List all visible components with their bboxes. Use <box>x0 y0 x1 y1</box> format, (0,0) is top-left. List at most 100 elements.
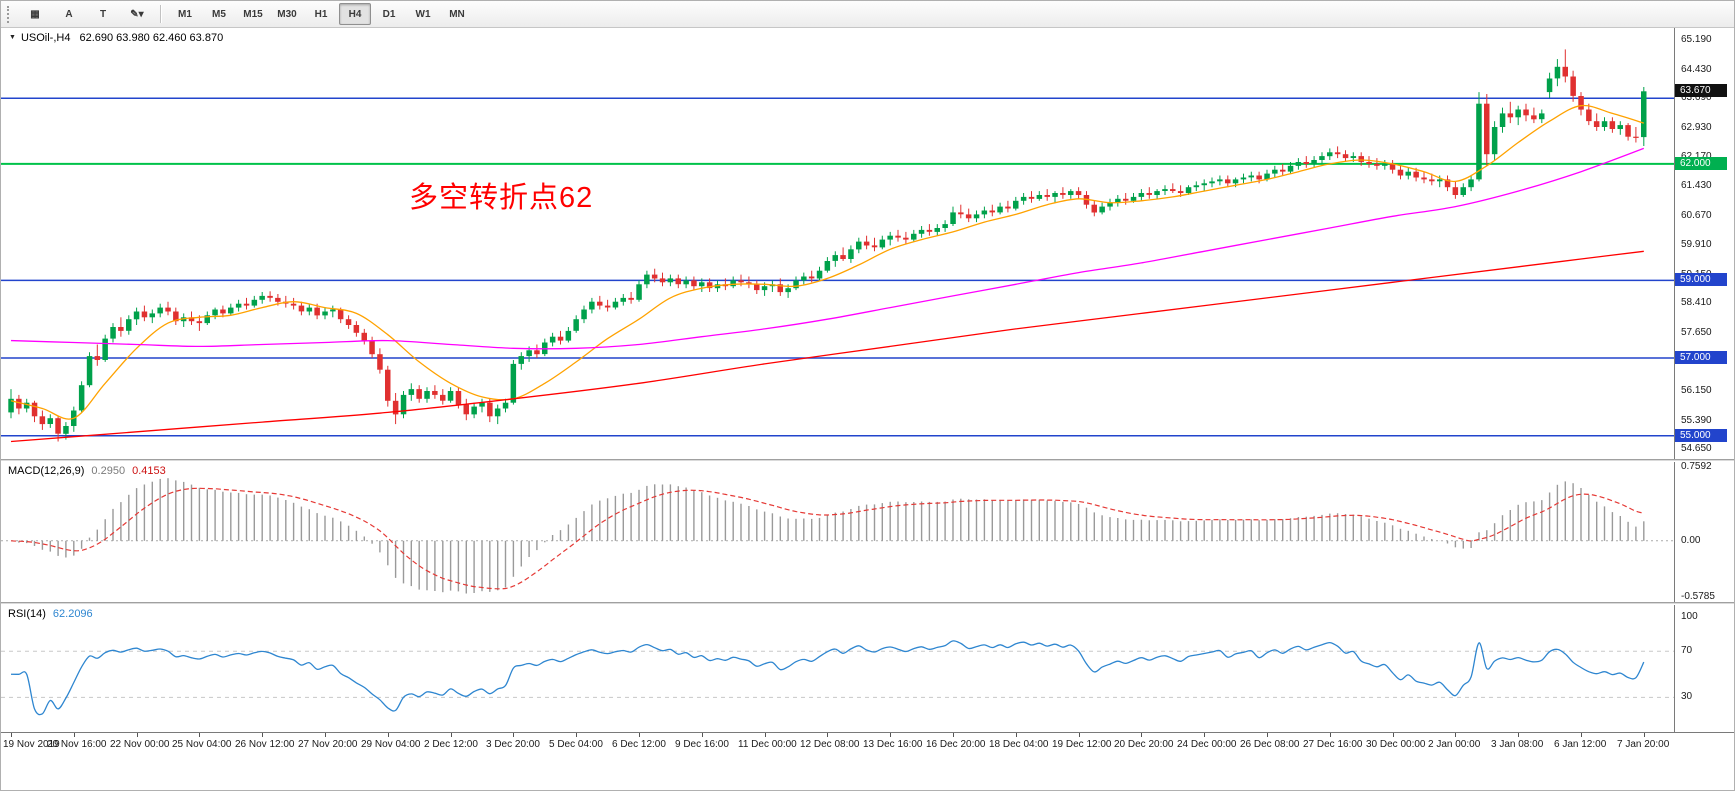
collapse-icon[interactable]: ▼ <box>9 34 16 41</box>
candle <box>604 305 611 308</box>
tool-chart-grid-icon[interactable]: ▦ <box>30 8 40 20</box>
time-label: 20 Nov 16:00 <box>47 739 107 750</box>
candle <box>863 241 870 246</box>
candle <box>1044 195 1050 197</box>
candle <box>1468 179 1474 188</box>
candle <box>212 309 218 316</box>
candle <box>330 309 336 312</box>
candle <box>1554 66 1561 79</box>
candle <box>1013 200 1019 209</box>
candle <box>8 398 14 413</box>
candle <box>1476 103 1482 180</box>
candle <box>1546 78 1553 93</box>
timeframe-m5-button[interactable]: M5 <box>212 8 226 20</box>
time-tick <box>199 733 200 737</box>
price-badge-55.000: 55.000 <box>1675 429 1727 442</box>
candle <box>754 284 760 291</box>
macd-main-value: 0.2950 <box>91 465 126 477</box>
time-label: 11 Dec 00:00 <box>738 739 797 750</box>
candle <box>628 297 634 300</box>
candle <box>361 332 367 341</box>
candle <box>1225 179 1231 184</box>
candle <box>188 317 195 322</box>
candle <box>1060 193 1066 195</box>
candle <box>1209 181 1215 184</box>
candle <box>502 402 509 409</box>
macd-panel-canvas[interactable] <box>1 462 1674 602</box>
candle <box>981 210 988 215</box>
candle <box>1609 121 1616 129</box>
candle <box>636 284 642 300</box>
candle <box>126 319 132 331</box>
candle <box>746 282 752 285</box>
timeframe-m1-button[interactable]: M1 <box>178 8 192 20</box>
timeframe-h4-button[interactable]: H4 <box>339 3 371 25</box>
candle <box>958 212 964 215</box>
time-tick <box>451 733 452 737</box>
candle <box>1484 103 1490 155</box>
candle <box>1115 198 1121 203</box>
timeframe-mn-button[interactable]: MN <box>449 8 465 20</box>
macd-signal-line <box>10 487 1644 590</box>
time-tick <box>1016 733 1017 737</box>
candle <box>1601 121 1608 127</box>
time-label: 26 Dec 08:00 <box>1240 739 1300 750</box>
price-tick: 56.150 <box>1681 385 1712 396</box>
price-tick: 64.430 <box>1681 64 1712 75</box>
candle <box>455 391 462 405</box>
candle <box>1248 175 1254 178</box>
rsi-axis-label: 70 <box>1681 645 1693 656</box>
candle <box>557 336 564 341</box>
candle <box>235 303 242 308</box>
candle <box>400 394 407 415</box>
candle <box>86 356 93 386</box>
panel-splitter[interactable] <box>1 602 1734 605</box>
time-label: 2 Jan 00:00 <box>1428 739 1481 750</box>
price-badge-57.000: 57.000 <box>1675 351 1727 364</box>
time-label: 12 Dec 08:00 <box>800 739 860 750</box>
rsi-panel-canvas[interactable] <box>1 605 1674 732</box>
timeframe-m30-button[interactable]: M30 <box>277 8 297 20</box>
price-chart-canvas[interactable] <box>1 28 1674 459</box>
candle <box>997 206 1003 213</box>
tool-text-annotation-icon[interactable]: A <box>65 8 73 20</box>
candle <box>1130 196 1137 201</box>
candle <box>840 255 846 259</box>
toolbar-gripper[interactable] <box>7 5 12 23</box>
timeframe-w1-button[interactable]: W1 <box>415 8 431 20</box>
timeframe-m15-button[interactable]: M15 <box>243 8 263 20</box>
candle <box>824 261 831 271</box>
candle <box>793 280 799 289</box>
tool-shapes-dropdown-icon[interactable]: ✎▾ <box>130 8 144 20</box>
price-badge-63.670: 63.670 <box>1675 84 1727 97</box>
candle <box>1429 179 1435 182</box>
panel-splitter[interactable] <box>1 459 1734 462</box>
price-tick: 58.410 <box>1681 297 1712 308</box>
timeframe-h1-button[interactable]: H1 <box>314 8 328 20</box>
candle <box>39 416 46 425</box>
macd-signal-value: 0.4153 <box>132 465 166 477</box>
candle <box>573 319 579 331</box>
candle <box>251 299 258 306</box>
price-axis[interactable]: 65.190 64.430 63.690 62.930 62.170 61.430 60.6… <box>1674 28 1734 732</box>
mid-ma-line <box>10 147 1645 350</box>
candle <box>1295 162 1302 166</box>
candle <box>1460 187 1466 195</box>
time-label: 3 Jan 08:00 <box>1491 739 1544 750</box>
time-label: 25 Nov 04:00 <box>172 739 232 750</box>
time-label: 22 Nov 00:00 <box>110 739 170 750</box>
candle <box>1389 163 1396 170</box>
candle <box>204 315 210 324</box>
time-axis[interactable]: 19 Nov 2019 20 Nov 16:00 22 Nov 00:00 25 No… <box>1 732 1734 790</box>
rsi-line <box>10 640 1645 716</box>
timeframe-d1-button[interactable]: D1 <box>382 8 396 20</box>
candle <box>298 305 305 312</box>
annotation-text[interactable]: 多空转折点62 <box>409 182 594 214</box>
candle <box>1123 198 1129 201</box>
candle <box>165 307 171 312</box>
chart-region: ▼ USOil-,H4 62.690 63.980 62.460 63.870 多空… <box>1 28 1734 790</box>
time-tick <box>890 733 891 737</box>
candle <box>1515 109 1521 118</box>
time-label: 5 Dec 04:00 <box>549 739 603 750</box>
tool-text-label-icon[interactable]: T <box>99 8 107 20</box>
